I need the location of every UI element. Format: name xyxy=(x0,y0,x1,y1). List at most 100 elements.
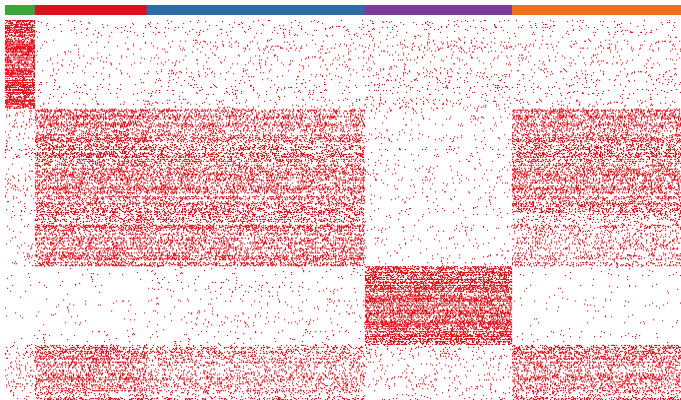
heatmap-cell xyxy=(646,81,648,83)
heatmap-cell xyxy=(67,109,69,111)
heatmap-cell xyxy=(232,111,234,113)
heatmap-cell xyxy=(629,81,631,83)
heatmap-cell xyxy=(141,91,143,93)
heatmap-cell xyxy=(15,25,17,28)
heatmap-cell xyxy=(657,113,659,115)
heatmap-cell xyxy=(168,22,170,25)
heatmap-cell xyxy=(298,109,300,111)
heatmap-cell xyxy=(101,113,103,115)
heatmap-cell xyxy=(15,28,17,30)
heatmap-cell xyxy=(315,109,317,111)
heatmap-cell xyxy=(20,34,22,36)
heatmap-cell xyxy=(293,108,295,110)
heatmap-cell xyxy=(665,114,667,116)
heatmap-cell xyxy=(342,92,344,94)
heatmap-cell xyxy=(24,79,26,81)
heatmap-cell xyxy=(30,90,32,93)
heatmap-cell xyxy=(466,77,468,79)
heatmap-cell xyxy=(167,111,169,113)
heatmap-cell xyxy=(477,47,479,49)
heatmap-cell xyxy=(23,54,25,56)
heatmap-cell xyxy=(376,108,378,110)
heatmap-cell xyxy=(5,40,7,42)
heatmap-cell xyxy=(84,109,86,111)
heatmap-cell xyxy=(584,40,586,42)
heatmap-cell xyxy=(563,68,565,70)
heatmap-cell xyxy=(127,73,129,75)
heatmap-cell xyxy=(54,79,56,81)
heatmap-cell xyxy=(417,72,419,74)
heatmap-cell xyxy=(302,112,304,114)
heatmap-cell xyxy=(664,114,666,116)
heatmap-cell xyxy=(648,89,650,92)
heatmap-cell xyxy=(460,46,462,48)
heatmap-cell xyxy=(437,107,439,109)
heatmap-cell xyxy=(541,109,543,111)
heatmap-cell xyxy=(81,110,83,112)
heatmap-cell xyxy=(27,76,29,78)
heatmap-cell xyxy=(221,100,223,102)
heatmap-cell xyxy=(29,31,31,33)
heatmap-cell xyxy=(17,23,19,26)
heatmap-cell xyxy=(553,110,555,112)
heatmap-cell xyxy=(187,109,189,111)
heatmap-cell xyxy=(19,88,21,91)
heatmap-cell xyxy=(553,112,555,114)
heatmap-cell xyxy=(164,115,166,117)
heatmap-cell xyxy=(14,57,16,59)
heatmap-cell xyxy=(563,113,565,115)
heatmap-cell xyxy=(675,36,677,38)
heatmap-cell xyxy=(23,79,25,81)
heatmap-cell xyxy=(34,30,36,32)
heatmap-cell xyxy=(47,115,49,117)
heatmap-cell xyxy=(167,51,169,53)
heatmap-cell xyxy=(83,55,85,57)
heatmap-cell xyxy=(213,83,215,86)
heatmap-cell xyxy=(19,48,21,50)
heatmap-cell xyxy=(669,110,671,112)
heatmap-cell xyxy=(151,92,153,94)
heatmap-cell xyxy=(373,75,375,77)
heatmap-cell xyxy=(466,93,468,95)
heatmap-cell xyxy=(22,44,24,46)
heatmap-cell xyxy=(610,102,612,104)
heatmap-cell xyxy=(546,76,548,78)
heatmap-cell xyxy=(17,81,19,83)
heatmap-cell xyxy=(267,112,269,114)
heatmap-cell xyxy=(615,31,617,33)
heatmap-cell xyxy=(14,43,16,45)
heatmap-cell xyxy=(555,56,557,58)
heatmap-cell xyxy=(283,28,285,30)
heatmap-cell xyxy=(532,112,534,114)
heatmap-cell xyxy=(277,32,279,34)
heatmap-cell xyxy=(191,111,193,113)
heatmap-cell xyxy=(274,106,276,108)
heatmap-cell xyxy=(233,73,235,75)
heatmap-cell xyxy=(550,109,552,111)
heatmap-cell xyxy=(16,69,18,71)
heatmap-cell xyxy=(5,85,7,88)
heatmap-cell xyxy=(433,99,435,101)
heatmap-cell xyxy=(24,54,26,56)
heatmap-cell xyxy=(95,93,97,95)
heatmap-cell xyxy=(152,112,154,114)
heatmap-cell xyxy=(267,40,269,42)
heatmap-cell xyxy=(17,50,19,52)
heatmap-cell xyxy=(565,70,567,72)
heatmap-cell xyxy=(244,109,246,111)
heatmap-cell xyxy=(30,91,32,93)
heatmap-cell xyxy=(23,31,25,33)
heatmap-cell xyxy=(16,80,18,82)
heatmap-cell xyxy=(128,115,130,117)
heatmap-cell xyxy=(620,59,622,61)
heatmap-cell xyxy=(241,21,243,24)
heatmap-cell xyxy=(597,108,599,110)
heatmap-cell xyxy=(25,37,27,39)
heatmap-cell xyxy=(107,24,109,27)
heatmap-cell xyxy=(131,112,133,114)
heatmap-cell xyxy=(360,112,362,114)
heatmap-cell xyxy=(424,46,426,48)
heatmap-cell xyxy=(280,27,282,30)
heatmap-cell xyxy=(32,103,34,105)
heatmap-cell xyxy=(10,95,12,97)
